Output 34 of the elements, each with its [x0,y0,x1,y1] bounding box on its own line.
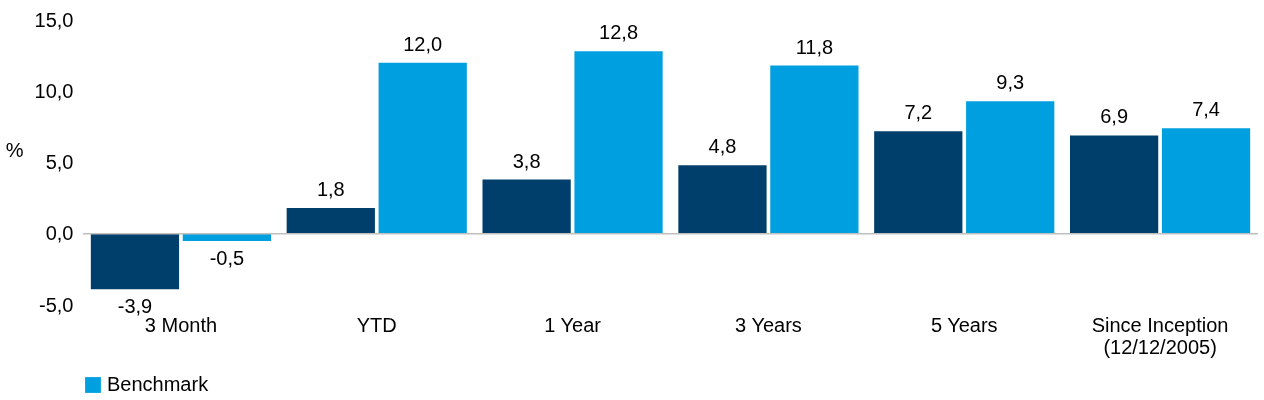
data-label: 12,8 [599,21,639,44]
data-label: -0,5 [209,246,245,269]
bar [90,233,180,290]
bar [966,101,1055,234]
x-tick-label: 5 Years [930,313,998,336]
bar [770,65,859,234]
y-tick-label: 0,0 [45,222,74,245]
bar [874,131,963,234]
data-label: 7,2 [904,101,933,124]
data-label: 1,8 [316,178,345,201]
data-label: 6,9 [1100,105,1129,128]
bar [482,179,571,234]
data-label: 9,3 [996,71,1025,94]
data-label: 4,8 [708,135,737,158]
y-tick-label: 10,0 [34,79,74,102]
x-tick-label: YTD [356,313,397,336]
bar [378,62,467,234]
data-label: 7,4 [1192,98,1220,121]
y-axis-title: % [5,138,24,161]
y-tick-label: -5,0 [39,293,74,316]
bar [574,51,663,234]
data-label: 11,8 [795,35,834,58]
y-tick-label: 5,0 [45,151,74,173]
bar [1070,135,1159,234]
y-tick-label: 15,0 [34,8,74,31]
x-tick-label: 3 Years [735,313,802,336]
bar [1161,128,1251,234]
bar [678,165,767,234]
x-tick-label: Since Inception (12/12/2005) [1091,313,1229,358]
data-label: 3,8 [512,149,541,172]
bar [286,208,375,234]
legend-label: Benchmark [107,373,210,395]
x-tick-label: 1 Year [544,313,602,336]
data-label: 12,0 [403,32,443,55]
